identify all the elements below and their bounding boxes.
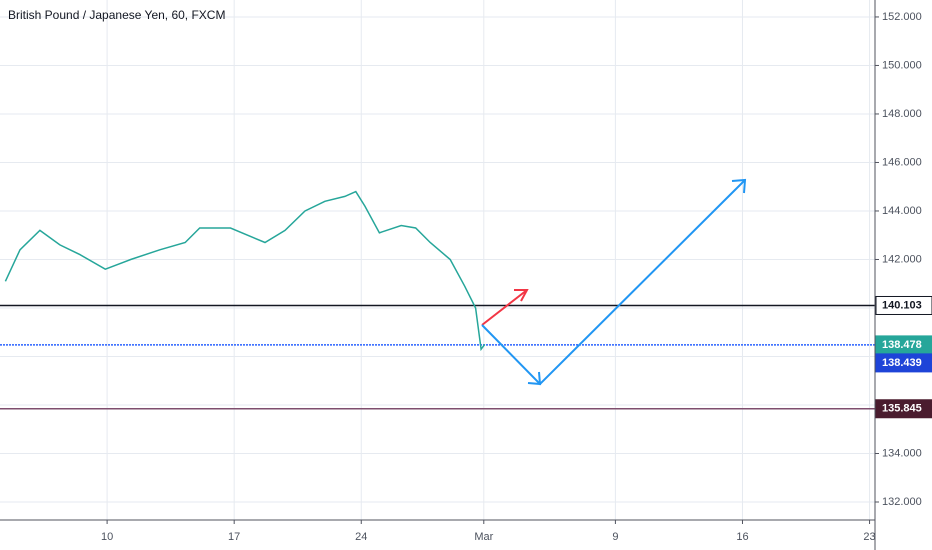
- price-tag-label: 140.103: [882, 299, 922, 311]
- y-tick-label: 146.000: [882, 156, 922, 168]
- y-tick-label: 152.000: [882, 11, 922, 23]
- x-tick-label: 16: [736, 531, 748, 543]
- blue-arrowhead: [527, 371, 542, 386]
- drawings: [481, 178, 747, 386]
- x-tick-label: 9: [612, 531, 618, 543]
- y-tick-label: 144.000: [882, 205, 922, 217]
- blue-arrowhead: [731, 178, 747, 194]
- x-tick-label: 10: [101, 531, 113, 543]
- grid: [0, 0, 875, 520]
- price-tag-label: 135.845: [882, 403, 922, 415]
- price-tag: [875, 353, 932, 373]
- red-arrowhead: [514, 289, 529, 302]
- y-tick-label: 134.000: [882, 447, 922, 459]
- y-tick-label: 142.000: [882, 253, 922, 265]
- plot: [4, 190, 486, 352]
- price-tag: [875, 295, 932, 315]
- levels: [0, 304, 875, 410]
- y-tick-label: 132.000: [882, 496, 922, 508]
- red-arrow: [481, 289, 528, 326]
- chart-title: British Pound / Japanese Yen, 60, FXCM: [8, 8, 225, 22]
- price-tag-label: 138.439: [882, 357, 922, 369]
- price-line: [4, 190, 486, 352]
- x-tick-label: 24: [355, 531, 367, 543]
- y-tick-label: 148.000: [882, 108, 922, 120]
- axes: 132.000134.000136.000138.000140.000142.0…: [101, 11, 932, 543]
- x-tick-label: 17: [228, 531, 240, 543]
- x-tick-label: Mar: [474, 531, 493, 543]
- y-tick-label: 150.000: [882, 59, 922, 71]
- x-tick-label: 23: [863, 531, 875, 543]
- price-tag: [875, 399, 932, 419]
- price-tag-label: 138.478: [882, 339, 922, 351]
